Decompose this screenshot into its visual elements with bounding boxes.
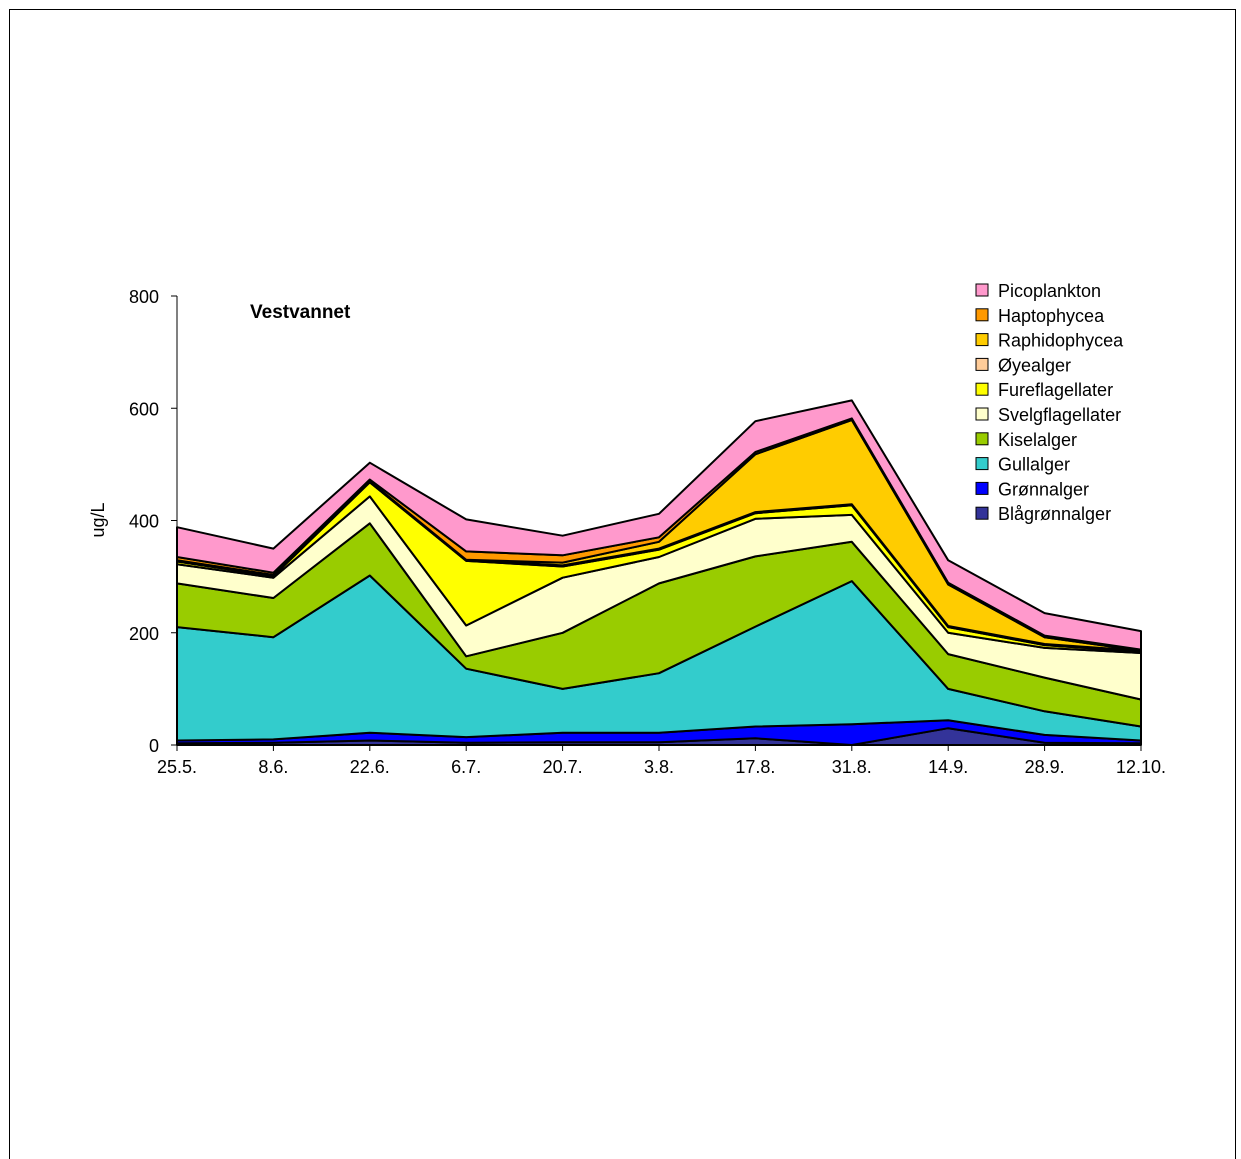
legend-label-6: Kiselalger bbox=[998, 430, 1077, 450]
legend-label-0: Picoplankton bbox=[998, 281, 1101, 301]
axes: 0 200 400 600 800 25.5. 8.6. 22.6. 6.7. 20.7. 3.8.… bbox=[129, 287, 1166, 777]
x-tick-label-5: 3.8. bbox=[644, 757, 674, 777]
series-areas bbox=[176, 399, 1142, 746]
y-tick-label-4: 800 bbox=[129, 287, 159, 307]
area-series-9 bbox=[176, 399, 1142, 651]
legend-label-9: Blågrønnalger bbox=[998, 504, 1111, 524]
legend-swatch-5 bbox=[975, 407, 989, 421]
legend-label-1: Haptophycea bbox=[998, 306, 1105, 326]
legend-label-8: Grønnalger bbox=[998, 479, 1089, 499]
x-tick-label-0: 25.5. bbox=[157, 757, 197, 777]
legend-label-3: Øyealger bbox=[998, 355, 1071, 375]
legend-label-4: Fureflagellater bbox=[998, 380, 1113, 400]
legend-label-2: Raphidophycea bbox=[998, 331, 1124, 351]
legend-label-5: Svelgflagellater bbox=[998, 405, 1121, 425]
y-tick-label-1: 200 bbox=[129, 624, 159, 644]
chart-frame bbox=[9, 9, 1236, 1159]
chart-title: Vestvannet bbox=[250, 302, 351, 323]
legend-swatch-8 bbox=[975, 481, 989, 495]
x-tick-label-9: 28.9. bbox=[1025, 757, 1065, 777]
x-tick-label-4: 20.7. bbox=[543, 757, 583, 777]
y-axis-label: ug/L bbox=[88, 502, 108, 537]
x-tick-label-1: 8.6. bbox=[258, 757, 288, 777]
legend: Picoplankton Haptophycea Raphidophycea Øyea… bbox=[975, 281, 1124, 524]
x-tick-label-7: 31.8. bbox=[832, 757, 872, 777]
x-tick-label-3: 6.7. bbox=[451, 757, 481, 777]
legend-swatch-6 bbox=[975, 432, 989, 446]
x-tick-label-6: 17.8. bbox=[735, 757, 775, 777]
x-tick-label-10: 12.10. bbox=[1116, 757, 1166, 777]
y-tick-label-2: 400 bbox=[129, 512, 159, 532]
x-tick-label-8: 14.9. bbox=[928, 757, 968, 777]
legend-swatch-7 bbox=[975, 457, 989, 471]
x-tick-label-2: 22.6. bbox=[350, 757, 390, 777]
legend-swatch-0 bbox=[975, 283, 989, 297]
legend-swatch-9 bbox=[975, 506, 989, 520]
legend-swatch-3 bbox=[975, 357, 989, 371]
legend-swatch-2 bbox=[975, 333, 989, 347]
legend-swatch-1 bbox=[975, 308, 989, 322]
legend-swatch-4 bbox=[975, 382, 989, 396]
y-tick-label-3: 600 bbox=[129, 399, 159, 419]
legend-label-7: Gullalger bbox=[998, 455, 1070, 475]
y-tick-label-0: 0 bbox=[149, 736, 159, 756]
